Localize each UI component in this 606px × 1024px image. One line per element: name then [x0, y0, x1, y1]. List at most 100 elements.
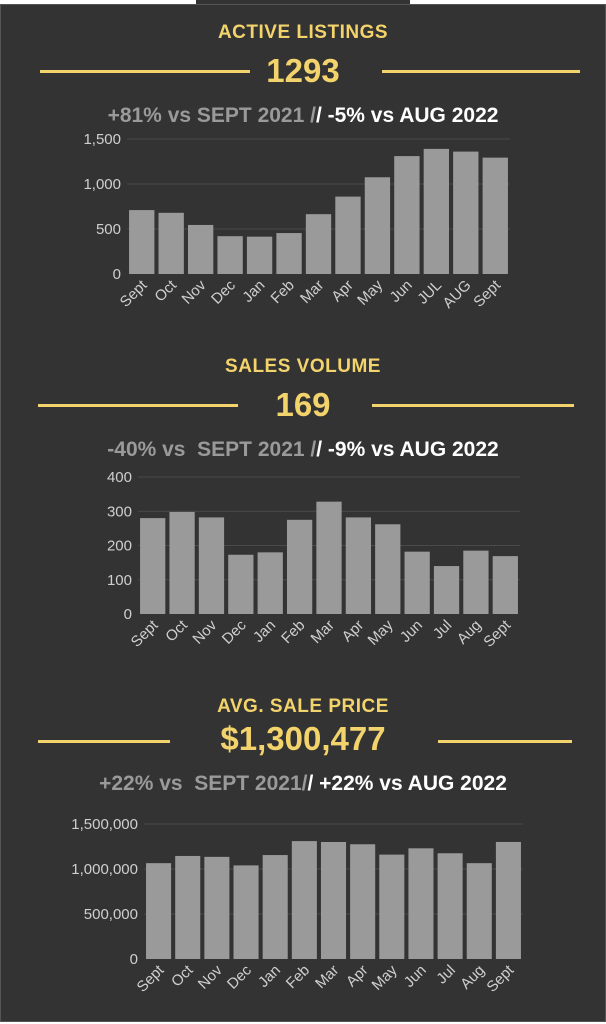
bar: [246, 236, 273, 274]
x-tick-label: Jun: [397, 617, 426, 646]
comparison-year: +81% vs SEPT 2021 /: [107, 104, 316, 127]
bar: [217, 236, 243, 274]
bar: [146, 863, 172, 959]
y-tick-label: 400: [107, 469, 132, 486]
comparison-month: / -5% vs AUG 2022: [315, 104, 499, 127]
bar: [140, 518, 166, 614]
x-tick-label: Sept: [480, 616, 514, 650]
x-tick-label: May: [354, 276, 386, 308]
x-tick-label: Aug: [457, 962, 488, 993]
divider-right: [438, 740, 572, 743]
x-tick-label: Mar: [312, 962, 342, 992]
active-listings-value: 1293: [266, 52, 340, 89]
x-tick-label: Sept: [128, 616, 162, 650]
bar: [129, 210, 155, 274]
bar: [257, 552, 283, 614]
bar: [379, 854, 405, 959]
x-tick-label: Dec: [224, 961, 255, 992]
x-tick-label: Jun: [387, 277, 416, 306]
bar: [482, 157, 508, 274]
x-tick-label: Oct: [151, 276, 180, 305]
bar: [492, 556, 518, 614]
x-tick-label: JUL: [414, 277, 445, 308]
section-title-active-listings: ACTIVE LISTINGS: [217, 22, 389, 43]
bar: [408, 848, 434, 959]
x-tick-label: Feb: [268, 277, 298, 307]
bar: [394, 156, 420, 274]
bar: [437, 853, 463, 959]
x-tick-label: Apr: [328, 277, 357, 306]
section-title-sales-volume: SALES VOLUME: [225, 356, 381, 377]
x-tick-label: Feb: [278, 617, 308, 647]
y-tick-label: 0: [113, 266, 121, 283]
x-tick-label: Oct: [168, 961, 197, 990]
x-tick-label: Jan: [255, 962, 284, 991]
x-tick-label: Nov: [195, 961, 226, 992]
bar: [463, 550, 489, 614]
x-tick-label: AUG: [440, 277, 475, 312]
x-tick-label: Sept: [470, 276, 504, 310]
bar: [345, 517, 372, 614]
bar: [375, 524, 401, 614]
bar: [204, 856, 230, 959]
x-tick-label: Jul: [430, 617, 456, 643]
x-tick-label: Jan: [239, 277, 268, 306]
comparison-month: / -9% vs AUG 2022: [316, 438, 499, 461]
x-tick-label: Nov: [189, 616, 220, 647]
bar: [320, 842, 347, 959]
top-strip: [196, 0, 410, 4]
x-tick-label: Dec: [219, 616, 250, 647]
sales-volume-comparison: -40% vs SEPT 2021 // -9% vs AUG 2022: [0, 438, 606, 462]
bar: [495, 841, 521, 959]
x-tick-label: Jun: [401, 962, 430, 991]
bar: [404, 551, 430, 614]
bar: [350, 844, 376, 959]
x-tick-label: May: [369, 961, 401, 993]
x-tick-label: Apr: [343, 962, 372, 991]
active-listings-comparison: +81% vs SEPT 2021 // -5% vs AUG 2022: [0, 104, 606, 128]
x-tick-label: Sept: [483, 961, 517, 995]
bar: [423, 148, 450, 274]
x-tick-label: Jul: [433, 962, 459, 988]
y-tick-label: 1,000,000: [71, 861, 138, 878]
avg-sale-price-value: $1,300,477: [220, 720, 386, 757]
section-title-avg-sale-price: AVG. SALE PRICE: [217, 696, 389, 717]
bar: [276, 233, 302, 274]
bar: [262, 855, 288, 959]
divider-left: [38, 404, 238, 407]
bar: [291, 841, 317, 959]
bar: [466, 863, 492, 959]
x-tick-label: Dec: [208, 276, 239, 307]
x-tick-label: Mar: [297, 277, 327, 307]
x-tick-label: Nov: [179, 276, 210, 307]
y-tick-label: 500: [96, 221, 121, 238]
divider-right: [382, 70, 580, 73]
y-tick-label: 1,500: [83, 131, 121, 148]
bar: [364, 177, 391, 274]
comparison-year: +22% vs SEPT 2021/: [99, 772, 308, 795]
bar: [433, 566, 460, 614]
y-tick-label: 0: [124, 606, 132, 623]
y-tick-label: 200: [107, 538, 132, 555]
bar: [453, 151, 479, 274]
comparison-month: / +22% vs AUG 2022: [307, 772, 507, 795]
y-tick-label: 100: [107, 572, 132, 589]
bar: [169, 511, 195, 614]
divider-left: [38, 740, 170, 743]
bar: [316, 501, 342, 614]
sales-volume-value: 169: [275, 386, 331, 423]
x-tick-label: Feb: [283, 962, 313, 992]
x-tick-label: Jan: [250, 617, 279, 646]
y-tick-label: 300: [107, 503, 132, 520]
bar: [286, 519, 313, 614]
y-tick-label: 500,000: [84, 906, 138, 923]
comparison-year: -40% vs SEPT 2021 /: [107, 438, 317, 461]
divider-right: [372, 404, 574, 407]
x-tick-label: Sept: [134, 961, 168, 995]
bar: [228, 554, 254, 614]
bar: [198, 517, 225, 614]
x-tick-label: Apr: [339, 617, 368, 646]
